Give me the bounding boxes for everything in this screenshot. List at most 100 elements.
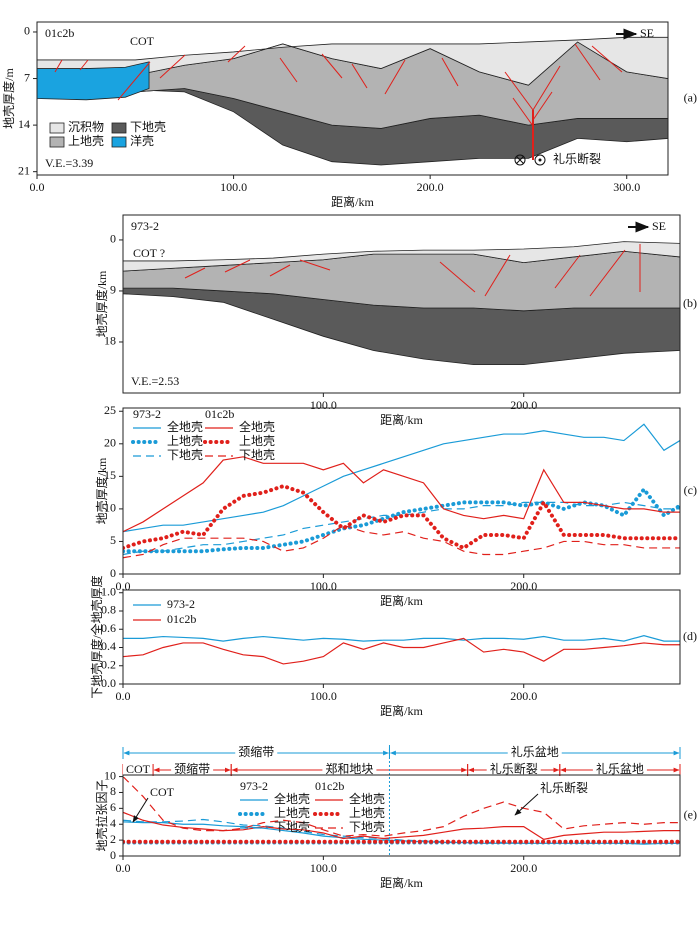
series-line — [123, 637, 680, 665]
annotation: COT — [150, 785, 175, 799]
y-tick-label: 0.8 — [101, 603, 116, 617]
plot-area — [123, 423, 680, 559]
legend-label: 全地壳 — [239, 419, 275, 434]
series-line — [123, 501, 680, 556]
fault-symbol — [534, 154, 546, 166]
y-tick-label: 8 — [110, 784, 116, 798]
zone-label-bg — [171, 763, 214, 777]
legend-group: 01c2b — [205, 407, 234, 421]
x-tick-label: 200.0 — [510, 689, 537, 703]
zone-label: 礼乐盆地 — [596, 761, 644, 776]
x-tick-label: 0.0 — [30, 180, 45, 194]
x-tick-label: 200.0 — [510, 579, 537, 593]
fault-line — [224, 259, 251, 273]
plot-area — [123, 241, 680, 366]
fault-line — [384, 59, 406, 95]
x-tick-label: 100.0 — [310, 861, 337, 875]
fault-line — [589, 249, 626, 297]
fault-line — [554, 254, 581, 289]
x-axis-label: 距离/km — [380, 593, 423, 608]
section-title: 01c2b — [45, 26, 74, 40]
fault-symbol — [514, 154, 526, 166]
x-tick-label: 200.0 — [510, 861, 537, 875]
legend-label: 下地壳 — [130, 120, 166, 134]
series-line — [123, 423, 680, 533]
x-tick-label: 100.0 — [310, 579, 337, 593]
layer-area — [123, 241, 680, 272]
legend-label: 下地壳 — [274, 820, 310, 834]
plot-area — [123, 635, 680, 665]
cot-label: COT — [130, 34, 155, 48]
plot-area — [37, 36, 668, 166]
x-tick-label: 0.0 — [116, 689, 131, 703]
legend-label: 上地壳 — [68, 134, 104, 148]
fault-line — [159, 54, 186, 79]
legend-swatch — [49, 136, 65, 148]
y-tick-label: 10 — [104, 501, 116, 515]
fault-line — [279, 57, 298, 83]
fault-line — [299, 259, 331, 271]
legend-label: 全地壳 — [167, 419, 203, 434]
y-tick-label: 0 — [24, 24, 30, 38]
zone-label-bg — [486, 763, 541, 777]
y-tick-label: 0.0 — [101, 676, 116, 690]
y-tick-label: 6 — [110, 800, 116, 814]
legend-label: 下地壳 — [167, 448, 203, 462]
fault-line — [321, 53, 343, 79]
y-tick-label: 5 — [110, 533, 116, 547]
x-tick-label: 0.0 — [116, 579, 131, 593]
layer-area — [37, 36, 668, 86]
y-tick-label: 9 — [110, 283, 116, 297]
panel-label: (b) — [683, 296, 697, 310]
legend-label: 全地壳 — [349, 791, 385, 806]
fault-line — [532, 65, 561, 111]
plot-frame — [36, 21, 669, 176]
fault-line — [79, 59, 89, 71]
zone-label: 颈缩带 — [174, 761, 210, 776]
fault-symbol — [538, 158, 542, 162]
y-tick-label: 20 — [104, 436, 116, 450]
panel-label: (a) — [684, 90, 697, 104]
cot-label: COT ? — [133, 246, 165, 260]
fault-line — [269, 264, 291, 277]
x-tick-label: 100.0 — [220, 180, 247, 194]
y-axis-label: 地壳厚度/km — [94, 270, 109, 337]
ve-note: V.E.=3.39 — [45, 156, 93, 170]
y-tick-label: 25 — [104, 403, 116, 417]
legend-label: 973-2 — [167, 597, 195, 611]
y-tick-label: 2 — [110, 832, 116, 846]
panel-label: (e) — [684, 807, 697, 821]
legend-group: 973-2 — [240, 779, 268, 793]
fault-line — [351, 63, 368, 89]
legend-label: 01c2b — [167, 612, 196, 626]
legend-swatch — [111, 122, 127, 134]
y-tick-label: 0 — [110, 848, 116, 862]
series-line — [123, 811, 680, 840]
zone-label-bg — [592, 763, 647, 777]
x-tick-label: 300.0 — [613, 180, 640, 194]
series-line — [123, 776, 680, 837]
legend-label: 下地壳 — [239, 448, 275, 462]
zone-label-bg — [123, 763, 154, 777]
plot-frame — [122, 407, 681, 575]
fault-line — [504, 71, 534, 111]
fault-line — [574, 43, 601, 81]
y-tick-label: 0.2 — [101, 657, 116, 671]
panel-label: (c) — [684, 483, 697, 497]
legend-group: 01c2b — [315, 779, 344, 793]
panel: 973-2 COT ? V.E.=2.53 SE 100.0 200.0 0 9 18 距离/km… — [94, 214, 697, 427]
fault-line — [227, 45, 246, 63]
fault-symbol — [516, 156, 524, 164]
layer-area — [37, 61, 150, 101]
x-tick-label: 0.0 — [116, 861, 131, 875]
legend-label: 洋壳 — [130, 133, 154, 148]
legend-group: 973-2 — [133, 407, 161, 421]
x-axis-label: 距离/km — [331, 194, 374, 209]
legend-swatch — [111, 136, 127, 148]
fault-line — [54, 59, 63, 73]
series-line — [123, 635, 680, 642]
x-tick-label: 100.0 — [310, 689, 337, 703]
